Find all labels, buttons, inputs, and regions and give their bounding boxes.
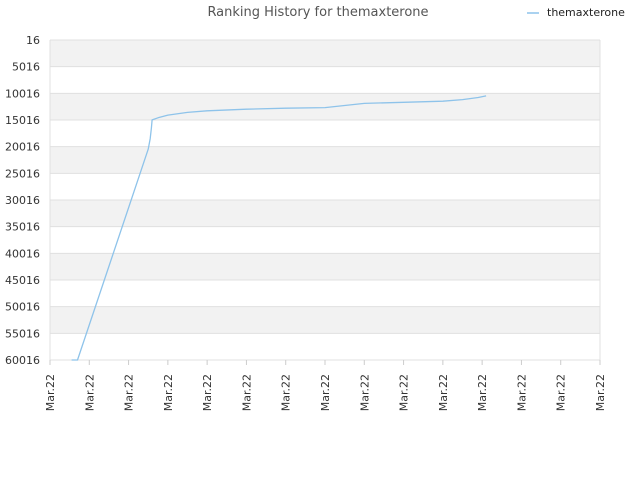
x-tick-label: Mar.22	[515, 374, 528, 411]
y-axis-ticks: 16 5016 10016 15016 20016 25016 30016 35016 4001…	[5, 34, 40, 367]
y-tick-label: 40016	[5, 247, 40, 260]
x-tick-label: Mar.22	[201, 374, 214, 411]
x-tick-label: Mar.22	[358, 374, 371, 411]
series-line	[71, 95, 487, 361]
series-lines	[71, 95, 487, 361]
y-tick-label: 35016	[5, 221, 40, 234]
x-tick-label: Mar.22	[240, 374, 253, 411]
chart-title: Ranking History for themaxterone	[207, 5, 428, 20]
plot-band	[50, 93, 600, 120]
y-tick-label: 20016	[5, 141, 40, 154]
y-tick-label: 30016	[5, 194, 40, 207]
x-tick-label: Mar.22	[44, 374, 57, 411]
plot-band	[50, 146, 600, 174]
plot-band	[50, 280, 600, 307]
y-tick-label: 45016	[5, 274, 40, 287]
y-tick-label: 50016	[5, 301, 40, 314]
plot-band	[50, 40, 600, 67]
legend-label: themaxterone	[547, 6, 625, 19]
y-tick-label: 25016	[5, 167, 40, 180]
x-tick-label: Mar.22	[83, 374, 96, 411]
x-tick-label: Mar.22	[437, 374, 450, 411]
y-tick-label: 55016	[5, 327, 40, 340]
y-tick-label: 60016	[5, 354, 40, 367]
y-tick-label: 16	[26, 34, 40, 47]
plot-band	[50, 226, 600, 254]
x-tick-label: Mar.22	[280, 374, 293, 411]
x-tick-label: Mar.22	[319, 374, 332, 411]
x-tick-label: Mar.22	[476, 374, 489, 411]
legend: themaxterone	[527, 6, 625, 19]
plot-band	[50, 66, 600, 94]
y-tick-label: 5016	[12, 61, 40, 74]
plot-band	[50, 253, 600, 280]
plot-band	[50, 306, 600, 334]
plot-band	[50, 333, 600, 360]
x-tick-label: Mar.22	[123, 374, 136, 411]
plot-band	[50, 173, 600, 200]
x-tick-label: Mar.22	[398, 374, 411, 411]
y-tick-label: 15016	[5, 114, 40, 127]
x-tick-label: Mar.22	[555, 374, 568, 411]
plot-band	[50, 120, 600, 147]
x-axis-ticks: Mar.22 Mar.22 Mar.22 Mar.22 Mar.22 Mar.22 Mar.…	[44, 360, 607, 411]
plot-band	[50, 200, 600, 227]
x-tick-label: Mar.22	[594, 374, 607, 411]
y-tick-label: 10016	[5, 87, 40, 100]
x-tick-label: Mar.22	[162, 374, 175, 411]
